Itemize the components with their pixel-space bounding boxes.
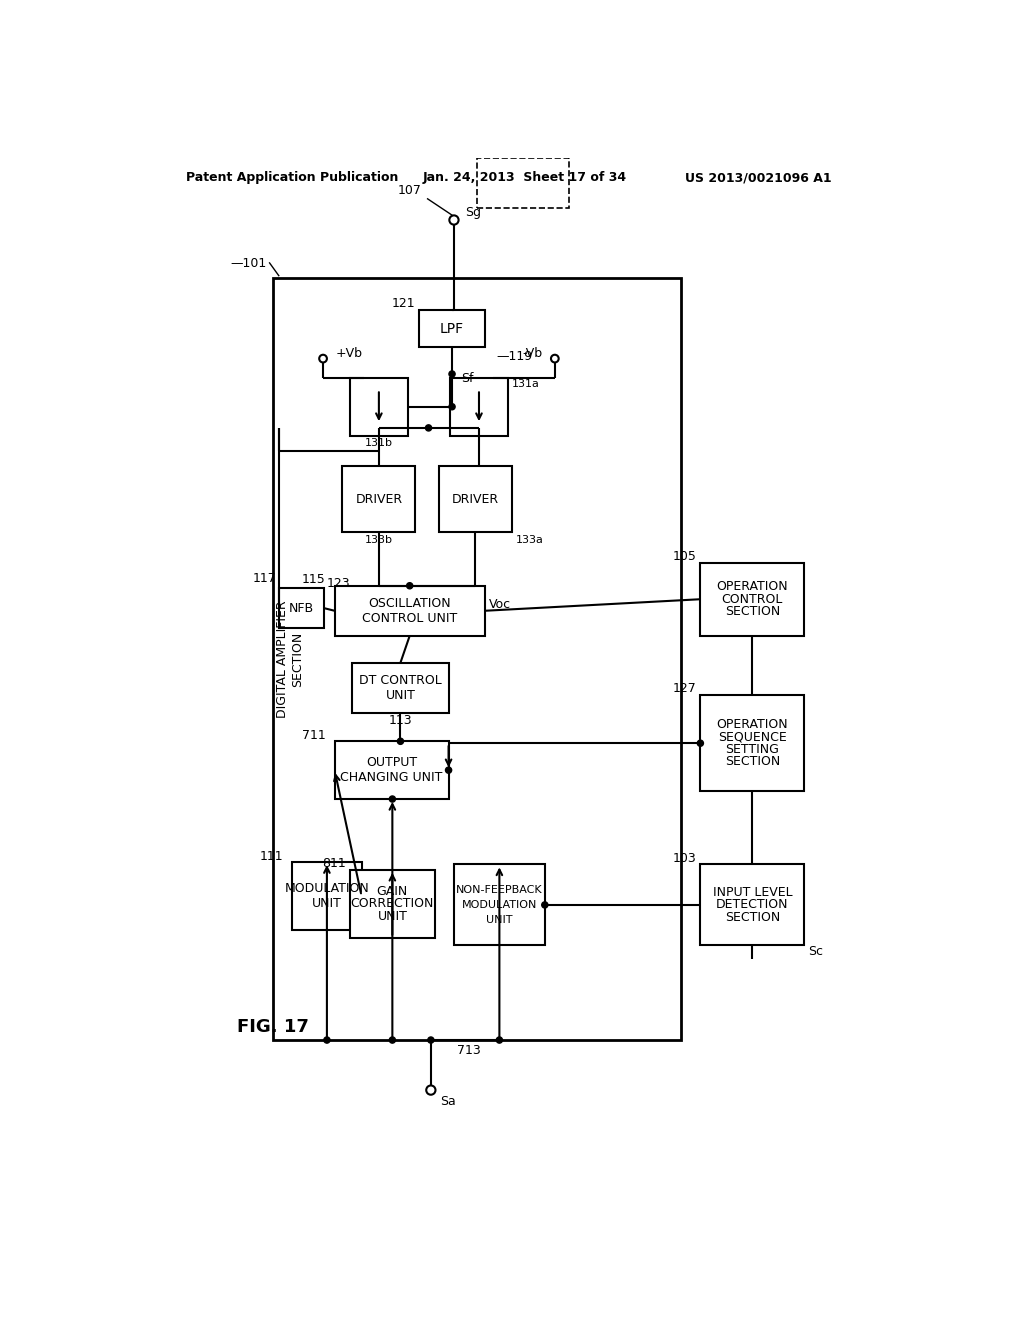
Text: CHANGING UNIT: CHANGING UNIT [340,771,442,784]
Text: 105: 105 [673,550,696,564]
Text: SETTING: SETTING [725,743,779,756]
Bar [335,742,449,799]
Text: DT CONTROL: DT CONTROL [359,673,441,686]
Bar [330,455,529,543]
Text: 111: 111 [259,850,283,862]
Text: CONTROL UNIT: CONTROL UNIT [362,612,458,624]
Bar [477,158,569,209]
Text: LPF: LPF [440,322,464,335]
Circle shape [449,404,455,409]
Bar [700,865,804,945]
Text: FIG. 17: FIG. 17 [237,1018,308,1036]
Circle shape [542,902,548,908]
Text: DRIVER: DRIVER [452,492,499,506]
Text: 127: 127 [673,682,696,696]
Text: DRIVER: DRIVER [355,492,402,506]
Text: 107: 107 [397,185,422,197]
Text: DIGITAL AMPLIFIER
SECTION: DIGITAL AMPLIFIER SECTION [275,601,304,718]
Bar [273,277,681,1040]
Circle shape [324,1038,330,1043]
Text: 103: 103 [673,851,696,865]
Bar [454,865,545,945]
Circle shape [449,371,455,378]
Circle shape [389,796,395,803]
Text: -Vb: -Vb [522,347,543,360]
Text: Voc: Voc [488,598,511,611]
Text: DETECTION: DETECTION [716,899,788,911]
Text: US 2013/0021096 A1: US 2013/0021096 A1 [685,172,831,185]
Circle shape [445,767,452,774]
Text: NFB: NFB [289,602,314,615]
Text: SEQUENCE: SEQUENCE [718,730,786,743]
Bar [438,466,512,532]
Text: Sf: Sf [461,372,474,385]
Circle shape [407,582,413,589]
Bar [451,378,508,436]
Text: 117: 117 [253,573,276,585]
Text: Sg: Sg [465,206,480,219]
Bar [335,586,484,636]
Text: OPERATION: OPERATION [717,581,788,594]
Text: Jan. 24, 2013  Sheet 17 of 34: Jan. 24, 2013 Sheet 17 of 34 [423,172,627,185]
Text: GAIN: GAIN [377,884,408,898]
Text: CONTROL: CONTROL [722,593,783,606]
Text: NON-FEEPBACK: NON-FEEPBACK [456,884,543,895]
Text: —101: —101 [230,257,267,271]
Text: SECTION: SECTION [725,605,780,618]
Text: Sc: Sc [808,945,823,958]
Text: OSCILLATION: OSCILLATION [369,597,451,610]
Circle shape [697,741,703,746]
Circle shape [389,1038,395,1043]
Circle shape [428,1038,434,1043]
Text: SECTION: SECTION [725,911,780,924]
Text: CORRECTION: CORRECTION [350,898,434,911]
Text: OUTPUT: OUTPUT [366,756,417,770]
Circle shape [497,1038,503,1043]
Text: 133a: 133a [515,535,544,545]
Bar [700,696,804,792]
Text: 711: 711 [302,729,326,742]
Text: +Vb: +Vb [336,347,362,360]
Text: 131b: 131b [365,438,393,449]
Text: 133b: 133b [365,535,393,545]
Text: SECTION: SECTION [725,755,780,768]
Bar [700,562,804,636]
Text: UNIT: UNIT [378,909,408,923]
Text: 811: 811 [323,857,346,870]
Text: —119: —119 [496,350,532,363]
Text: Patent Application Publication: Patent Application Publication [186,172,398,185]
Text: MODULATION: MODULATION [285,882,370,895]
Text: MODULATION: MODULATION [462,900,537,909]
Text: 121: 121 [392,297,416,310]
Bar [350,378,408,436]
Text: INPUT LEVEL: INPUT LEVEL [713,886,793,899]
Text: 123: 123 [327,577,350,590]
Text: UNIT: UNIT [385,689,416,702]
Text: 115: 115 [302,573,326,586]
Circle shape [397,738,403,744]
Bar [292,862,361,929]
Text: Sa: Sa [440,1096,456,1109]
Bar [350,870,435,937]
Bar [313,339,564,451]
Bar [342,466,416,532]
Bar [352,663,449,713]
Text: OPERATION: OPERATION [717,718,788,731]
Text: 713: 713 [458,1044,481,1057]
Text: 131a: 131a [512,379,540,389]
Bar [419,310,484,347]
Text: UNIT: UNIT [312,898,342,911]
Text: UNIT: UNIT [486,915,513,925]
Text: 113: 113 [389,714,413,727]
Circle shape [425,425,432,432]
Bar [280,589,324,628]
